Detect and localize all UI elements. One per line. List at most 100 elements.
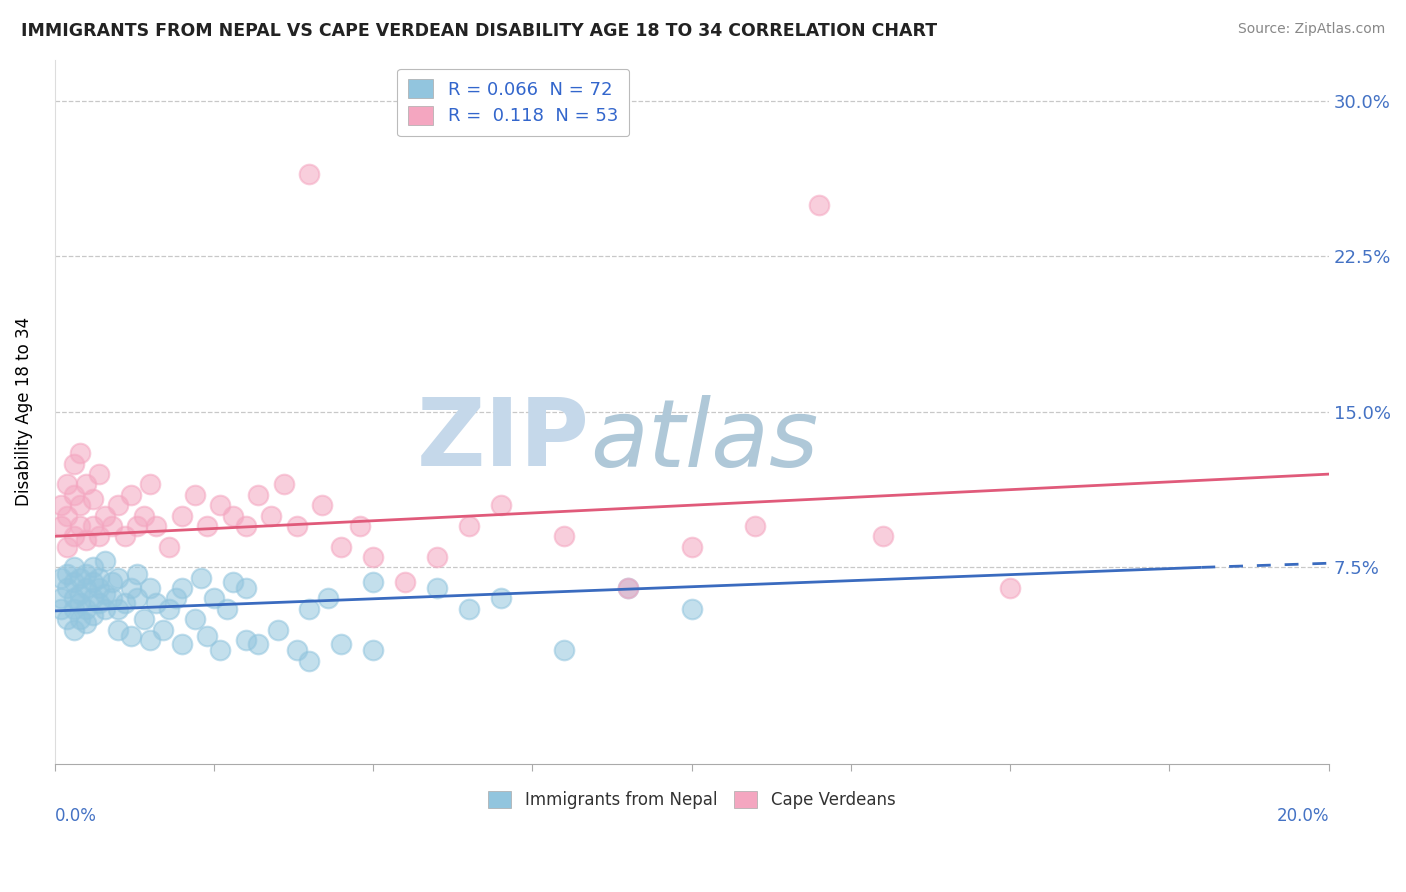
Point	[222, 508, 245, 523]
Point	[215, 602, 238, 616]
Point	[107, 623, 129, 637]
Point	[62, 457, 84, 471]
Point	[69, 571, 91, 585]
Point	[56, 581, 79, 595]
Point	[349, 519, 371, 533]
Point	[82, 591, 104, 606]
Point	[101, 591, 124, 606]
Point	[361, 643, 384, 657]
Point	[89, 529, 111, 543]
Point	[170, 637, 193, 651]
Text: ZIP: ZIP	[416, 394, 589, 486]
Text: Source: ZipAtlas.com: Source: ZipAtlas.com	[1237, 22, 1385, 37]
Point	[209, 498, 232, 512]
Point	[808, 197, 831, 211]
Point	[62, 488, 84, 502]
Point	[553, 643, 575, 657]
Point	[222, 574, 245, 589]
Point	[69, 446, 91, 460]
Point	[120, 488, 142, 502]
Point	[330, 637, 353, 651]
Point	[82, 560, 104, 574]
Point	[75, 602, 97, 616]
Point	[361, 574, 384, 589]
Point	[318, 591, 340, 606]
Point	[75, 566, 97, 581]
Point	[75, 477, 97, 491]
Point	[49, 602, 72, 616]
Text: atlas: atlas	[589, 394, 818, 485]
Point	[145, 596, 167, 610]
Point	[426, 549, 449, 564]
Point	[285, 643, 308, 657]
Legend: Immigrants from Nepal, Cape Verdeans: Immigrants from Nepal, Cape Verdeans	[481, 784, 901, 816]
Point	[183, 612, 205, 626]
Point	[489, 591, 512, 606]
Point	[298, 654, 321, 668]
Point	[170, 508, 193, 523]
Point	[260, 508, 283, 523]
Point	[107, 602, 129, 616]
Point	[361, 549, 384, 564]
Point	[94, 508, 117, 523]
Point	[617, 581, 640, 595]
Point	[62, 574, 84, 589]
Point	[69, 587, 91, 601]
Point	[62, 529, 84, 543]
Point	[94, 602, 117, 616]
Point	[330, 540, 353, 554]
Point	[89, 467, 111, 482]
Point	[235, 519, 257, 533]
Point	[145, 519, 167, 533]
Point	[82, 608, 104, 623]
Point	[82, 519, 104, 533]
Point	[62, 591, 84, 606]
Point	[89, 571, 111, 585]
Point	[56, 508, 79, 523]
Point	[553, 529, 575, 543]
Point	[132, 612, 155, 626]
Point	[209, 643, 232, 657]
Point	[114, 596, 136, 610]
Point	[120, 629, 142, 643]
Point	[235, 632, 257, 647]
Point	[139, 632, 162, 647]
Point	[56, 566, 79, 581]
Point	[157, 540, 180, 554]
Point	[132, 508, 155, 523]
Point	[94, 554, 117, 568]
Point	[285, 519, 308, 533]
Point	[426, 581, 449, 595]
Point	[298, 167, 321, 181]
Point	[49, 519, 72, 533]
Point	[89, 581, 111, 595]
Point	[69, 612, 91, 626]
Point	[107, 571, 129, 585]
Text: 20.0%: 20.0%	[1277, 806, 1329, 824]
Point	[56, 477, 79, 491]
Point	[457, 602, 479, 616]
Point	[127, 566, 149, 581]
Point	[247, 637, 270, 651]
Point	[311, 498, 333, 512]
Point	[489, 498, 512, 512]
Point	[101, 519, 124, 533]
Point	[273, 477, 295, 491]
Point	[82, 491, 104, 506]
Point	[681, 540, 703, 554]
Point	[617, 581, 640, 595]
Point	[190, 571, 212, 585]
Point	[114, 529, 136, 543]
Point	[872, 529, 894, 543]
Point	[170, 581, 193, 595]
Point	[127, 591, 149, 606]
Point	[75, 533, 97, 548]
Point	[49, 571, 72, 585]
Point	[62, 623, 84, 637]
Point	[681, 602, 703, 616]
Point	[157, 602, 180, 616]
Point	[744, 519, 766, 533]
Point	[107, 498, 129, 512]
Point	[998, 581, 1021, 595]
Point	[120, 581, 142, 595]
